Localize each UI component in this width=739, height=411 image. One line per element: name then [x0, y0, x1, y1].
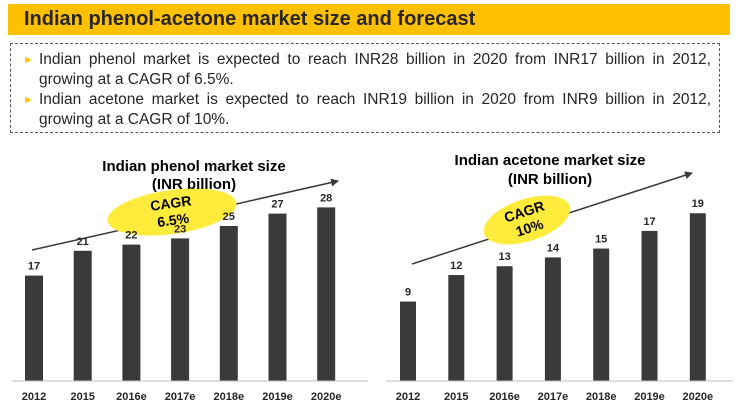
- acetone-tick-label: 2018e: [586, 391, 617, 403]
- acetone-bar: [448, 275, 465, 381]
- page-title: Indian phenol-acetone market size and fo…: [24, 8, 476, 30]
- acetone-chart-title: Indian acetone market size: [455, 152, 646, 169]
- acetone-tick-label: 2019e: [634, 391, 665, 403]
- acetone-cagr-ellipse: [483, 195, 571, 245]
- phenol-chart-title: Indian phenol market size: [102, 158, 285, 175]
- phenol-bars: 17 2012 21 2015 22 2016e 23 2017e 25 2018e 27 2019e…: [22, 192, 342, 403]
- phenol-chart-subtitle: (INR billion): [152, 176, 236, 193]
- phenol-bar: [25, 275, 43, 381]
- phenol-cagr-label: CAGR: [149, 192, 192, 214]
- acetone-bar: [641, 230, 658, 381]
- phenol-data-label: 27: [271, 199, 283, 211]
- acetone-tick-label: 2020e: [683, 391, 714, 403]
- phenol-data-label: 22: [125, 230, 137, 242]
- acetone-data-label: 14: [547, 242, 560, 254]
- acetone-chart: CAGR 10% Indian acetone market size (INR…: [386, 152, 733, 403]
- triangle-bullet-icon: ►: [23, 94, 34, 106]
- acetone-tick-label: 2017e: [538, 391, 569, 403]
- acetone-data-label: 17: [643, 216, 655, 228]
- phenol-data-label: 28: [320, 192, 332, 204]
- phenol-bar: [268, 213, 287, 381]
- acetone-bar: [496, 266, 513, 381]
- acetone-data-label: 19: [692, 198, 704, 210]
- phenol-cagr-ellipse: [107, 188, 237, 236]
- acetone-chart-subtitle: (INR billion): [508, 171, 592, 188]
- acetone-data-label: 12: [450, 260, 462, 272]
- acetone-tick-label: 2015: [444, 391, 468, 403]
- phenol-bar: [171, 238, 190, 381]
- phenol-data-label: 25: [223, 211, 235, 223]
- acetone-bar: [689, 213, 706, 381]
- acetone-tick-label: 2012: [396, 391, 420, 403]
- phenol-data-label: 17: [28, 261, 40, 273]
- phenol-chart: CAGR 6.5% Indian phenol market size (INR…: [12, 158, 368, 403]
- phenol-cagr-value: 6.5%: [156, 210, 190, 230]
- acetone-data-label: 9: [405, 287, 411, 299]
- phenol-data-label: 21: [77, 236, 89, 248]
- summary-box: ► Indian phenol market is expected to re…: [10, 43, 720, 133]
- bullet-text: Indian acetone market is expected to rea…: [39, 91, 711, 128]
- acetone-bars: 9 2012 12 2015 13 2016e 14 2017e 15 2018e 17 2019e 1…: [396, 198, 713, 403]
- bullet-item: ► Indian acetone market is expected to r…: [23, 90, 711, 130]
- acetone-tick-label: 2016e: [489, 391, 520, 403]
- phenol-tick-label: 2016e: [116, 391, 147, 403]
- phenol-bar: [317, 207, 336, 381]
- acetone-data-label: 15: [595, 234, 607, 246]
- acetone-bar: [400, 301, 416, 381]
- phenol-tick-label: 2017e: [165, 391, 196, 403]
- phenol-bar: [219, 226, 238, 381]
- phenol-bar: [73, 250, 92, 381]
- title-bar: Indian phenol-acetone market size and fo…: [8, 4, 730, 35]
- phenol-tick-label: 2015: [70, 391, 94, 403]
- acetone-bar: [544, 257, 561, 381]
- phenol-data-label: 23: [174, 223, 186, 235]
- phenol-tick-label: 2018e: [214, 391, 245, 403]
- triangle-bullet-icon: ►: [23, 54, 34, 66]
- phenol-tick-label: 2019e: [262, 391, 293, 403]
- phenol-tick-label: 2020e: [311, 391, 342, 403]
- phenol-bar: [122, 244, 141, 381]
- phenol-tick-label: 2012: [22, 391, 46, 403]
- acetone-bar: [593, 248, 610, 381]
- acetone-data-label: 13: [498, 251, 510, 263]
- bullet-text: Indian phenol market is expected to reac…: [39, 51, 711, 88]
- bullet-item: ► Indian phenol market is expected to re…: [23, 50, 711, 90]
